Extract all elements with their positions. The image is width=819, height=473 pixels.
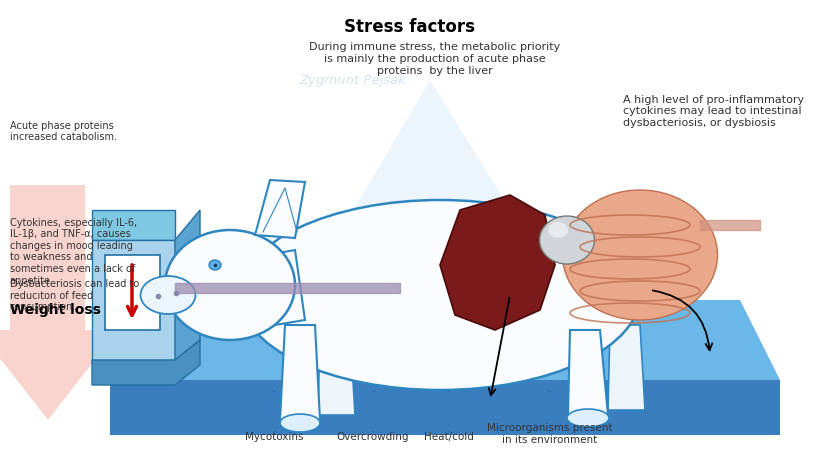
Text: During immune stress, the metabolic priority
is mainly the production of acute p: During immune stress, the metabolic prio… bbox=[309, 43, 559, 76]
Text: Mycotoxins: Mycotoxins bbox=[245, 432, 304, 442]
Text: Dysbacteriosis can lead to
reducıton of feed
consumption.: Dysbacteriosis can lead to reducıton of … bbox=[10, 279, 139, 312]
Ellipse shape bbox=[165, 230, 295, 340]
Polygon shape bbox=[229, 80, 639, 420]
Ellipse shape bbox=[140, 276, 195, 314]
Polygon shape bbox=[568, 330, 607, 415]
Polygon shape bbox=[0, 185, 118, 420]
Ellipse shape bbox=[539, 216, 594, 264]
Polygon shape bbox=[92, 210, 174, 240]
Ellipse shape bbox=[209, 260, 221, 270]
Polygon shape bbox=[92, 340, 200, 385]
Polygon shape bbox=[174, 210, 200, 360]
Polygon shape bbox=[240, 250, 305, 330]
Ellipse shape bbox=[279, 414, 319, 432]
Text: Overcrowding: Overcrowding bbox=[337, 432, 409, 442]
FancyBboxPatch shape bbox=[105, 255, 160, 330]
Text: Heat/cold: Heat/cold bbox=[423, 432, 473, 442]
Text: Stress factors: Stress factors bbox=[344, 18, 475, 36]
Ellipse shape bbox=[566, 409, 609, 427]
Polygon shape bbox=[607, 325, 645, 410]
Text: Acute phase proteins
increased catabolism.: Acute phase proteins increased catabolis… bbox=[10, 121, 116, 142]
Ellipse shape bbox=[562, 190, 717, 320]
Text: Weight loss: Weight loss bbox=[10, 303, 101, 317]
Text: Zygmunt Pejsak: Zygmunt Pejsak bbox=[299, 74, 405, 87]
Polygon shape bbox=[92, 240, 174, 360]
Ellipse shape bbox=[547, 222, 568, 238]
Polygon shape bbox=[440, 195, 554, 330]
Ellipse shape bbox=[240, 200, 639, 390]
Polygon shape bbox=[279, 325, 319, 420]
Text: Microorganisms present
in its environment: Microorganisms present in its environmen… bbox=[486, 423, 612, 445]
Polygon shape bbox=[255, 180, 305, 238]
Text: Cytokines, especially IL-6,
IL-1β, and TNF-α, causes
changes in mood leading
to : Cytokines, especially IL-6, IL-1β, and T… bbox=[10, 218, 137, 286]
Polygon shape bbox=[318, 330, 355, 415]
Polygon shape bbox=[110, 300, 779, 380]
Polygon shape bbox=[110, 380, 779, 435]
Text: A high level of pro-inflammatory
cytokines may lead to intestinal
dysbacteriosis: A high level of pro-inflammatory cytokin… bbox=[622, 95, 803, 128]
